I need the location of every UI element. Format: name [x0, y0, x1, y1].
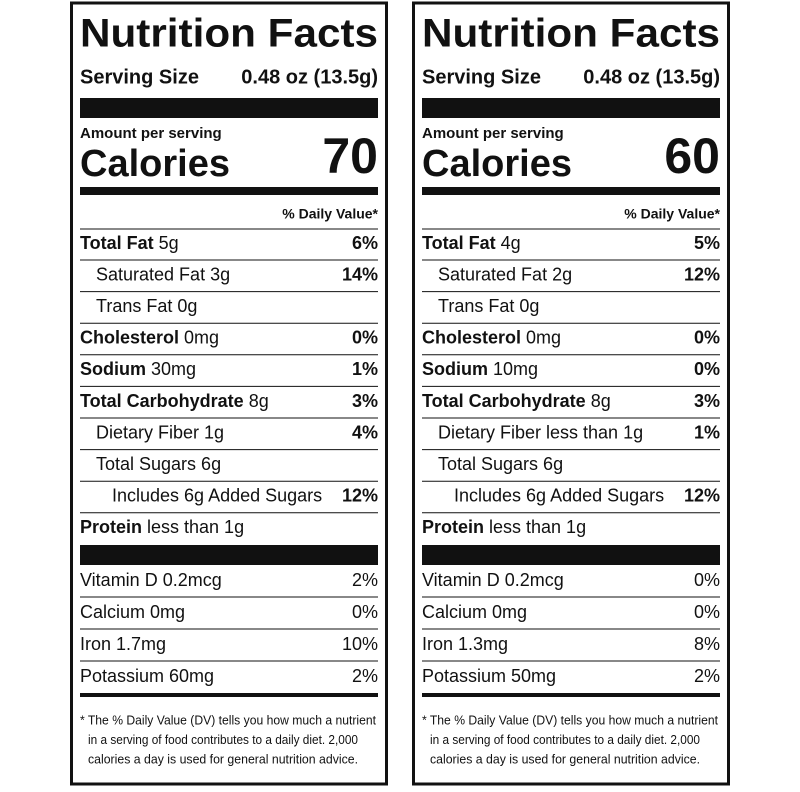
- vitamin-name: Calcium 0mg: [422, 602, 527, 622]
- thick-bar: [80, 98, 378, 118]
- vitamin-dv: 0%: [694, 570, 720, 590]
- daily-value: 12%: [684, 264, 720, 284]
- calories-value: 60: [664, 128, 720, 184]
- nutrient-name: Total Carbohydrate: [80, 391, 244, 411]
- nutrient-name: Total Sugars 6g: [438, 454, 563, 474]
- vitamin-dv: 2%: [352, 666, 378, 686]
- medium-bar: [422, 693, 720, 697]
- daily-value-header: % Daily Value*: [624, 206, 720, 222]
- vitamin-name: Iron 1.7mg: [80, 634, 166, 654]
- panel-border: [70, 1, 388, 786]
- serving-size: 0.48 oz (13.5g): [583, 66, 720, 88]
- vitamin-dv: 0%: [694, 602, 720, 622]
- nutrient-amount: 8g: [249, 391, 269, 411]
- panel-title: Nutrition Facts: [422, 12, 720, 56]
- nutrient-amount: 30mg: [151, 359, 196, 379]
- thick-bar: [422, 545, 720, 565]
- nutrient-name: Dietary Fiber less than 1g: [438, 422, 643, 442]
- footnote: * The % Daily Value (DV) tells you how m…: [422, 713, 719, 727]
- footnote: in a serving of food contributes to a da…: [430, 733, 700, 747]
- medium-bar: [422, 187, 720, 195]
- vitamin-dv: 2%: [694, 666, 720, 686]
- vitamin-dv: 2%: [352, 570, 378, 590]
- medium-bar: [80, 187, 378, 195]
- daily-value: 1%: [694, 422, 720, 442]
- vitamin-name: Vitamin D 0.2mcg: [80, 570, 222, 590]
- thick-bar: [80, 545, 378, 565]
- nutrient-amount: less than 1g: [489, 517, 586, 537]
- nutrient-name: Includes 6g Added Sugars: [454, 486, 664, 506]
- serving-label: Serving Size: [80, 66, 199, 88]
- vitamin-dv: 0%: [352, 602, 378, 622]
- daily-value: 0%: [694, 359, 720, 379]
- nutrient-name: Saturated Fat 3g: [96, 264, 230, 284]
- nutrient-name: Total Fat: [80, 233, 154, 253]
- daily-value: 1%: [352, 359, 378, 379]
- panel-title: Nutrition Facts: [80, 12, 378, 56]
- nutrient-name: Cholesterol: [422, 328, 521, 348]
- nutrient-name: Total Fat: [422, 233, 496, 253]
- calories-label: Calories: [422, 143, 572, 185]
- nutrient-amount: 0mg: [184, 328, 219, 348]
- footnote: calories a day is used for general nutri…: [88, 752, 358, 766]
- daily-value: 0%: [352, 328, 378, 348]
- daily-value-header: % Daily Value*: [282, 206, 378, 222]
- serving-label: Serving Size: [422, 66, 541, 88]
- daily-value: 3%: [352, 391, 378, 411]
- nutrient-amount: 0mg: [526, 328, 561, 348]
- vitamin-name: Potassium 50mg: [422, 666, 556, 686]
- nutrient-name: Trans Fat 0g: [96, 296, 197, 316]
- daily-value: 6%: [352, 233, 378, 253]
- thick-bar: [422, 98, 720, 118]
- vitamin-dv: 10%: [342, 634, 378, 654]
- nutrient-name: Sodium: [422, 359, 488, 379]
- daily-value: 3%: [694, 391, 720, 411]
- serving-size: 0.48 oz (13.5g): [241, 66, 378, 88]
- vitamin-name: Iron 1.3mg: [422, 634, 508, 654]
- vitamin-dv: 8%: [694, 634, 720, 654]
- nutrient-name: Sodium: [80, 359, 146, 379]
- nutrient-name: Dietary Fiber 1g: [96, 422, 224, 442]
- footnote: * The % Daily Value (DV) tells you how m…: [80, 713, 377, 727]
- nutrient-name: Protein: [80, 517, 142, 537]
- footnote: calories a day is used for general nutri…: [430, 752, 700, 766]
- vitamin-name: Vitamin D 0.2mcg: [422, 570, 564, 590]
- amount-per-serving: Amount per serving: [422, 125, 564, 142]
- nutrient-name: Protein: [422, 517, 484, 537]
- daily-value: 12%: [342, 486, 378, 506]
- daily-value: 14%: [342, 264, 378, 284]
- nutrient-amount: 4g: [501, 233, 521, 253]
- daily-value: 4%: [352, 422, 378, 442]
- calories-label: Calories: [80, 143, 230, 185]
- panel-border: [412, 1, 730, 786]
- nutrient-name: Trans Fat 0g: [438, 296, 539, 316]
- nutrient-name: Total Carbohydrate: [422, 391, 586, 411]
- nutrient-amount: 5g: [159, 233, 179, 253]
- daily-value: 5%: [694, 233, 720, 253]
- calories-value: 70: [322, 128, 378, 184]
- medium-bar: [80, 693, 378, 697]
- vitamin-name: Potassium 60mg: [80, 666, 214, 686]
- nutrient-name: Total Sugars 6g: [96, 454, 221, 474]
- nutrient-name: Saturated Fat 2g: [438, 264, 572, 284]
- nutrient-amount: less than 1g: [147, 517, 244, 537]
- footnote: in a serving of food contributes to a da…: [88, 733, 358, 747]
- vitamin-name: Calcium 0mg: [80, 602, 185, 622]
- nutrient-amount: 8g: [591, 391, 611, 411]
- daily-value: 0%: [694, 328, 720, 348]
- nutrient-amount: 10mg: [493, 359, 538, 379]
- amount-per-serving: Amount per serving: [80, 125, 222, 142]
- nutrient-name: Includes 6g Added Sugars: [112, 486, 322, 506]
- daily-value: 12%: [684, 486, 720, 506]
- nutrient-name: Cholesterol: [80, 328, 179, 348]
